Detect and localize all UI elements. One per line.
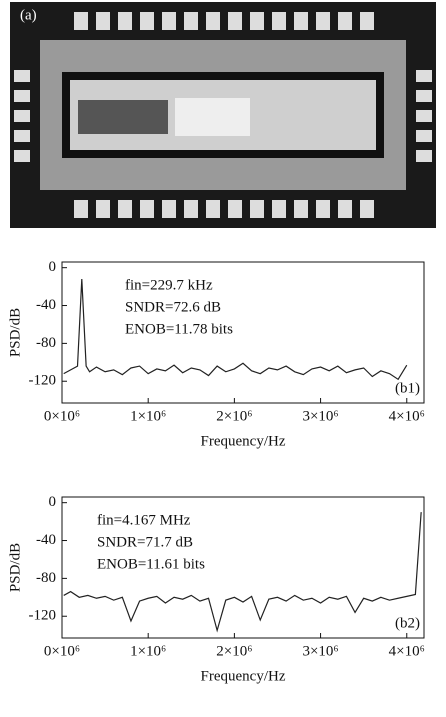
pad bbox=[294, 200, 308, 218]
panel-label: (b2) bbox=[395, 615, 420, 631]
x-tick-label: 3×10⁶ bbox=[302, 643, 338, 659]
pad bbox=[338, 12, 352, 30]
y-axis-label: PSD/dB bbox=[7, 543, 23, 592]
y-tick-label: -120 bbox=[29, 608, 57, 624]
x-tick-label: 0×10⁶ bbox=[44, 408, 80, 424]
annotation: SNDR=71.7 dB bbox=[97, 534, 193, 550]
pad bbox=[184, 200, 198, 218]
cap-array bbox=[78, 100, 168, 134]
x-tick-label: 2×10⁶ bbox=[216, 408, 252, 424]
pad bbox=[140, 200, 154, 218]
spectrum-line bbox=[64, 279, 407, 379]
pad bbox=[14, 130, 30, 142]
y-tick-label: -40 bbox=[36, 297, 56, 313]
annotation: SNDR=72.6 dB bbox=[125, 299, 221, 315]
logic bbox=[175, 98, 250, 136]
pad bbox=[316, 12, 330, 30]
pad bbox=[14, 90, 30, 102]
panel-label: (b1) bbox=[395, 380, 420, 396]
pad bbox=[416, 110, 432, 122]
x-tick-label: 4×10⁶ bbox=[389, 408, 425, 424]
x-tick-label: 1×10⁶ bbox=[130, 408, 166, 424]
y-tick-label: -80 bbox=[36, 335, 56, 351]
pad bbox=[162, 12, 176, 30]
pad bbox=[14, 110, 30, 122]
pad bbox=[96, 200, 110, 218]
pad bbox=[416, 90, 432, 102]
annotation: fin=4.167 MHz bbox=[97, 512, 191, 528]
y-tick-label: 0 bbox=[49, 259, 57, 275]
pad bbox=[272, 200, 286, 218]
pad bbox=[228, 200, 242, 218]
plot-frame bbox=[62, 262, 424, 403]
pad bbox=[74, 12, 88, 30]
annotation: ENOB=11.61 bits bbox=[97, 556, 205, 572]
pad bbox=[416, 130, 432, 142]
x-axis-label: Frequency/Hz bbox=[201, 433, 286, 449]
annotation: ENOB=11.78 bits bbox=[125, 321, 233, 337]
pad bbox=[294, 12, 308, 30]
pad bbox=[250, 200, 264, 218]
pad bbox=[118, 12, 132, 30]
x-axis-label: Frequency/Hz bbox=[201, 668, 286, 684]
pad bbox=[162, 200, 176, 218]
pad bbox=[184, 12, 198, 30]
y-tick-label: 0 bbox=[49, 494, 57, 510]
pad bbox=[74, 200, 88, 218]
pad bbox=[250, 12, 264, 30]
panel-label: (a) bbox=[20, 7, 37, 23]
annotation: fin=229.7 kHz bbox=[125, 277, 213, 293]
pad bbox=[316, 200, 330, 218]
y-tick-label: -120 bbox=[29, 373, 57, 389]
pad bbox=[14, 150, 30, 162]
y-axis-label: PSD/dB bbox=[7, 308, 23, 357]
x-tick-label: 0×10⁶ bbox=[44, 643, 80, 659]
pad bbox=[416, 150, 432, 162]
pad bbox=[360, 200, 374, 218]
pad bbox=[14, 70, 30, 82]
pad bbox=[272, 12, 286, 30]
pad bbox=[338, 200, 352, 218]
x-tick-label: 4×10⁶ bbox=[389, 643, 425, 659]
y-tick-label: -40 bbox=[36, 532, 56, 548]
page: {"panel_a": {"label": "(a)"}, "chart_dat… bbox=[0, 0, 446, 717]
figure: (a) 0 -40 -80 -120 0×10⁶ 1×10⁶ 2×10⁶ 3×10⁶ 4×10⁶… bbox=[0, 0, 446, 717]
pad bbox=[206, 12, 220, 30]
y-tick-label: -80 bbox=[36, 570, 56, 586]
pad bbox=[360, 12, 374, 30]
pad bbox=[228, 12, 242, 30]
pad bbox=[140, 12, 154, 30]
x-tick-label: 2×10⁶ bbox=[216, 643, 252, 659]
x-tick-label: 3×10⁶ bbox=[302, 408, 338, 424]
pad bbox=[96, 12, 110, 30]
x-tick-label: 1×10⁶ bbox=[130, 643, 166, 659]
pad bbox=[416, 70, 432, 82]
pad bbox=[118, 200, 132, 218]
pad bbox=[206, 200, 220, 218]
